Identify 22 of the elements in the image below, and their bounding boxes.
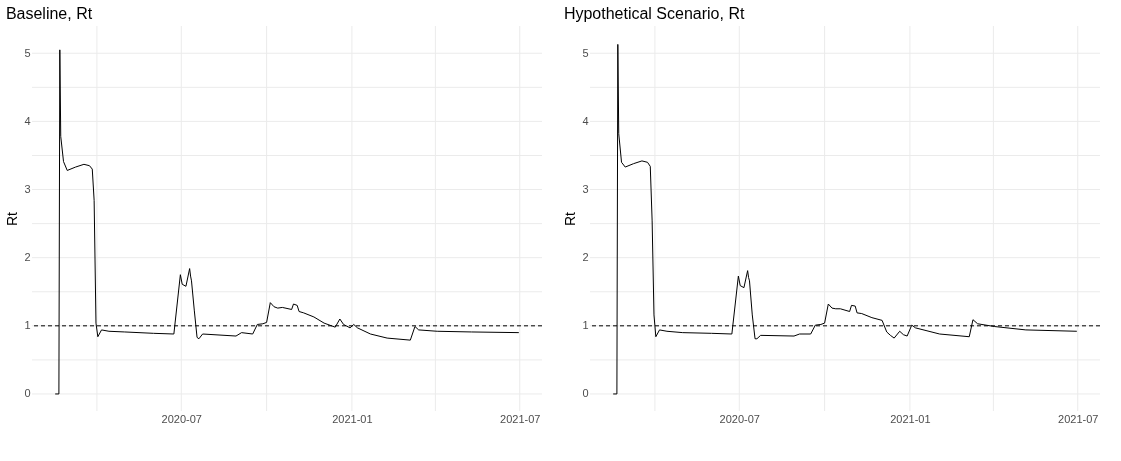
y-tick-label: 3 [582,183,589,196]
x-tick-label: 2021-07 [500,412,541,425]
y-tick-label: 1 [582,319,589,332]
y-tick-label: 0 [582,387,589,400]
x-tick-label: 2021-01 [890,412,931,425]
x-tick-label: 2020-07 [161,412,202,425]
y-tick-label: 3 [24,183,31,196]
y-axis-title: Rt [562,211,579,226]
x-tick-label: 2021-01 [332,412,373,425]
y-tick-label: 4 [582,114,589,127]
y-tick-label: 1 [24,319,31,332]
x-tick-label: 2021-07 [1058,412,1099,425]
chart-title: Hypothetical Scenario, Rt [563,4,745,22]
y-tick-label: 2 [24,251,31,264]
y-tick-label: 4 [24,114,31,127]
chart-title: Baseline, Rt [5,4,93,22]
y-axis-title: Rt [4,211,21,226]
x-tick-label: 2020-07 [719,412,760,425]
y-tick-label: 0 [24,387,31,400]
y-tick-label: 2 [582,251,589,264]
y-tick-label: 5 [582,46,589,59]
y-tick-label: 5 [24,46,31,59]
